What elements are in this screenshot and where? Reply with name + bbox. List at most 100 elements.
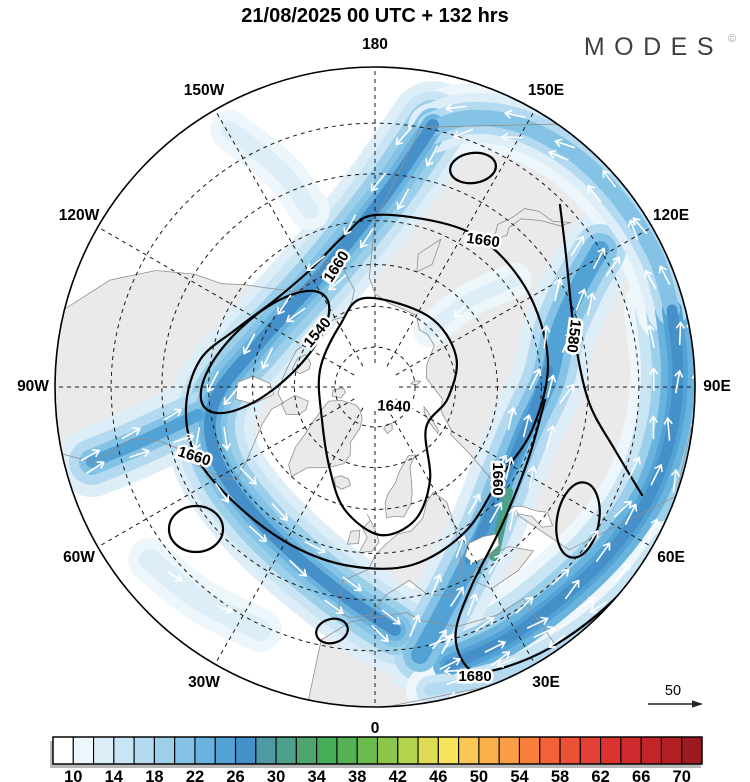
contour-label: 1640 (377, 397, 411, 415)
meridian-line (395, 226, 653, 376)
inland-water (511, 505, 554, 528)
coastline (288, 400, 363, 478)
wind-arrow-set (428, 320, 695, 685)
meridian-label-180: 180 (362, 36, 388, 53)
colorbar-tick-label: 34 (308, 768, 327, 782)
contour-1640 (317, 296, 458, 537)
contour-1680 (454, 193, 695, 674)
colorbar-cell (295, 736, 318, 765)
map-canvas: 16601540166016401580166016601680180150W1… (17, 36, 731, 782)
wind-shading-band (86, 409, 204, 468)
meridian-label-150W: 150W (184, 82, 225, 99)
colorbar-cell (660, 736, 683, 765)
coastline (291, 354, 312, 375)
colorbar-cell (336, 736, 358, 765)
colorbar-tick-label: 58 (551, 768, 569, 782)
wind-shading-band (203, 119, 439, 636)
reference-arrow-label: 50 (665, 683, 681, 699)
landmass (410, 380, 421, 385)
colorbar-cell (234, 736, 257, 765)
colorbar-tick-label: 14 (105, 768, 124, 782)
meridian-label-30E: 30E (532, 674, 560, 691)
colorbar-tick-label: 62 (591, 768, 609, 782)
colorbar-cell (600, 736, 622, 765)
colorbar-cell (93, 736, 115, 765)
landmass (416, 239, 441, 272)
colorbar-cell (376, 736, 399, 765)
reference-arrow-head (692, 700, 703, 708)
closed-contour-oval (167, 504, 225, 554)
contour-1540 (199, 289, 331, 415)
colorbar-cell (518, 736, 541, 765)
coastline (334, 475, 351, 490)
colorbar-tick-label: 22 (186, 768, 204, 782)
chart-title: 21/08/2025 00 UTC + 132 hrs (241, 5, 508, 27)
meridian-line (386, 407, 536, 665)
wind-shading-band (423, 273, 522, 337)
contour-label: 1660 (489, 462, 506, 495)
map-frame (54, 66, 696, 708)
coastline (337, 491, 462, 619)
meridian-label-60W: 60W (63, 549, 95, 566)
closed-contour-oval (555, 481, 601, 559)
reference-arrow: 50 (648, 683, 703, 708)
wind-shading-band (425, 109, 680, 318)
coastline (384, 454, 417, 518)
wind-arrow-set (445, 103, 671, 290)
colorbar: 10 14 18 22 26 30 34 38 42 46 50 54 58 62 66 70 (50, 736, 703, 782)
wind-shading-band (221, 121, 319, 219)
contour-1580 (558, 203, 644, 497)
coastline (423, 405, 439, 435)
coastline (280, 394, 309, 416)
colorbar-cell (437, 736, 460, 765)
colorbar-cell (113, 736, 135, 765)
map-interior (55, 67, 695, 707)
meridian-label-90W: 90W (17, 378, 49, 395)
wind-arrow-set (80, 408, 195, 474)
colorbar-cell (498, 736, 521, 765)
wind-arrow-set (191, 127, 439, 643)
landmass (424, 406, 439, 434)
colorbar-tick-label: 42 (389, 768, 407, 782)
colorbar-cell (478, 736, 500, 765)
contour-lines (167, 151, 695, 674)
coastline (358, 514, 380, 554)
colorbar-tick-label: 26 (226, 768, 244, 782)
colorbar-cell (316, 736, 338, 765)
landmass (334, 475, 351, 490)
colorbar-cell (153, 736, 176, 765)
closed-contour-oval (449, 151, 497, 185)
meridian-label-90E: 90E (703, 378, 731, 395)
colorbar-frame (52, 736, 703, 765)
latitude-circle (161, 173, 589, 601)
meridian-line (395, 398, 653, 548)
colorbar-cell (255, 736, 277, 765)
colorbar-cell (214, 736, 237, 765)
landmass (385, 455, 416, 518)
landmass (281, 395, 309, 415)
meridian-label-120W: 120W (59, 207, 100, 224)
colorbar-cell (356, 736, 379, 765)
meridian-labels: 180 150W 120W 90W 60W 30W 0 30E 60E 90E 120E 150E (17, 36, 731, 737)
colorbar-tick-label: 66 (632, 768, 650, 782)
colorbar-tick-label: 46 (429, 768, 447, 782)
wind-arrow-set (409, 235, 621, 654)
coastline (55, 261, 355, 481)
colorbar-cell (133, 736, 155, 765)
modes-logo: MODES (584, 33, 723, 61)
contour-label: 1680 (458, 668, 491, 685)
landmass (359, 514, 380, 553)
wind-arrow-set (167, 571, 233, 614)
meridian-label-60E: 60E (657, 549, 685, 566)
colorbar-cell (417, 736, 439, 765)
colorbar-cell (559, 736, 581, 765)
colorbar-tick-label: 70 (673, 768, 691, 782)
meridian-label-0: 0 (371, 720, 380, 737)
wind-arrow-set (453, 305, 466, 318)
meridian-label-150E: 150E (528, 82, 564, 99)
meridian-label-30W: 30W (188, 674, 220, 691)
colorbar-cell (458, 736, 480, 765)
colorbar-cell (539, 736, 561, 765)
